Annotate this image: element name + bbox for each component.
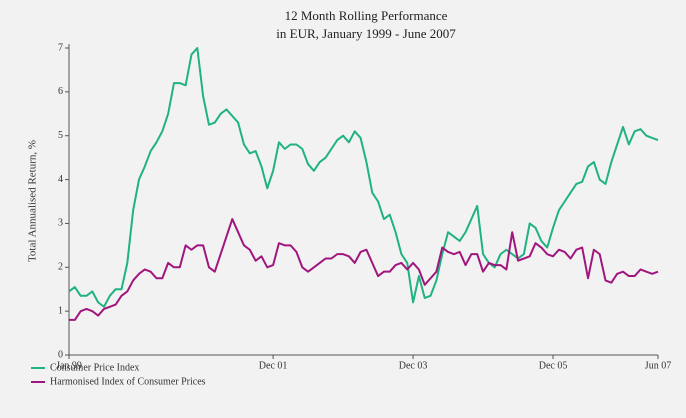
chart-subtitle: in EUR, January 1999 - June 2007: [276, 26, 456, 41]
x-tick-label: Dec 05: [539, 360, 568, 371]
y-tick-label: 4: [58, 174, 63, 185]
x-tick-label: Jun 07: [645, 360, 671, 371]
y-tick-label: 3: [58, 218, 63, 229]
x-tick-label: Dec 01: [259, 360, 288, 371]
legend-label: Consumer Price Index: [50, 362, 139, 373]
line-series: [68, 47, 659, 308]
y-tick-label: 6: [58, 86, 63, 97]
y-tick-label: 1: [58, 305, 63, 316]
chart-title: 12 Month Rolling Performance: [285, 8, 448, 23]
y-tick-label: 7: [58, 42, 63, 53]
y-tick-label: 5: [58, 130, 63, 141]
line-series: [69, 218, 659, 321]
y-tick-label: 2: [58, 262, 63, 273]
x-tick-label: Dec 03: [399, 360, 428, 371]
y-tick-label: 0: [58, 349, 63, 360]
x-tick-label: Jan 99: [56, 360, 82, 371]
legend-label: Harmonised Index of Consumer Prices: [50, 376, 206, 387]
y-axis-label: Total Annualised Return, %: [27, 140, 39, 262]
